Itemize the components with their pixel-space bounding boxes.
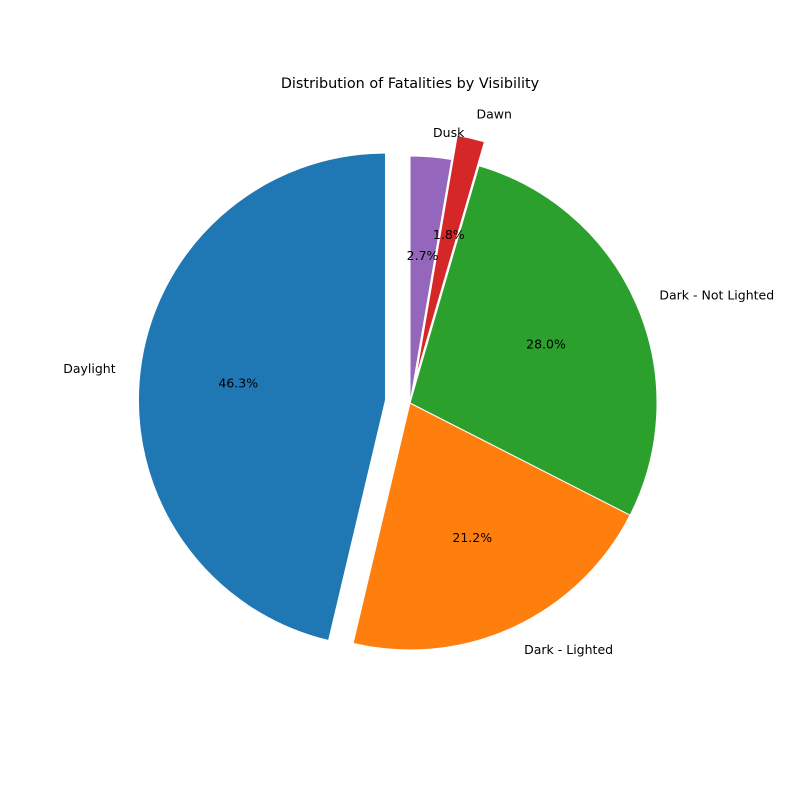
pie-slice-dawn xyxy=(415,134,486,380)
pie-slice-dark-not-lighted xyxy=(409,165,658,516)
percent-label-dark-not-lighted: 28.0% xyxy=(526,337,566,352)
labels-layer: Daylight 46.3% Dark - Lighted 21.2% Dark - N… xyxy=(63,107,774,657)
slices-layer xyxy=(137,134,658,651)
pie-slice-dark-lighted xyxy=(352,402,631,651)
percent-label-dusk: 2.7% xyxy=(407,248,439,263)
slice-label-daylight: Daylight xyxy=(63,361,115,376)
slice-label-dawn: Dawn xyxy=(476,107,511,122)
slice-label-dark-not-lighted: Dark - Not Lighted xyxy=(659,288,774,303)
percent-label-dawn: 1.8% xyxy=(433,227,465,242)
chart-title: Distribution of Fatalities by Visibility xyxy=(281,76,540,92)
slice-label-dark-lighted: Dark - Lighted xyxy=(524,642,613,657)
percent-label-daylight: 46.3% xyxy=(218,375,258,390)
slice-label-dusk: Dusk xyxy=(433,125,465,140)
percent-label-dark-lighted: 21.2% xyxy=(452,530,492,545)
pie-slice-daylight xyxy=(137,152,386,642)
pie-slice-dusk xyxy=(409,155,453,404)
